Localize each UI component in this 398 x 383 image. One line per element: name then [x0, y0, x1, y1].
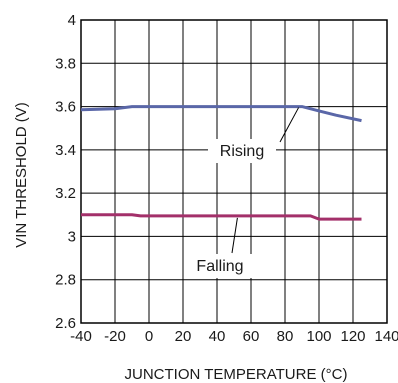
y-tick-label: 3.6 — [55, 99, 76, 116]
y-tick-label: 4 — [68, 12, 76, 29]
y-tick-label: 3.2 — [55, 185, 76, 202]
x-tick-label: 40 — [209, 328, 226, 345]
x-axis-label: JUNCTION TEMPERATURE (°C) — [125, 366, 348, 383]
y-tick-label: 2.6 — [55, 315, 76, 332]
x-tick-label: 80 — [277, 328, 294, 345]
annotation-leader-rising — [279, 107, 300, 143]
x-tick-label: 140 — [374, 328, 398, 345]
y-tick-label: 3.4 — [55, 142, 76, 159]
annotation-leader-falling — [231, 217, 238, 254]
x-tick-label: -20 — [104, 328, 126, 345]
y-tick-label: 3 — [68, 228, 76, 245]
plot-frame — [80, 19, 388, 324]
y-axis-label: VIN THRESHOLD (V) — [13, 102, 30, 248]
x-tick-label: 0 — [145, 328, 153, 345]
x-tick-label: 20 — [175, 328, 192, 345]
series-line-rising — [80, 105, 362, 123]
annotation-bg-rising — [208, 139, 276, 163]
annotation-falling: Falling — [196, 258, 243, 275]
x-tick-label: 100 — [306, 328, 331, 345]
series-layer — [80, 105, 362, 221]
annotations: Rising Falling — [184, 107, 300, 278]
x-tick-label: 120 — [340, 328, 365, 345]
y-tick-label: 2.8 — [55, 272, 76, 289]
y-tick-label: 3.8 — [55, 55, 76, 72]
x-tick-label: 60 — [243, 328, 260, 345]
x-tick-label: -40 — [70, 328, 92, 345]
series-line-falling — [81, 213, 362, 221]
annotation-rising: Rising — [220, 143, 264, 160]
annotation-bg-falling — [184, 254, 256, 278]
ticks: -40 -20 0 20 40 60 80 100 120 140 2.6 2.8 3 3.2 3.4 3.6… — [55, 12, 398, 345]
